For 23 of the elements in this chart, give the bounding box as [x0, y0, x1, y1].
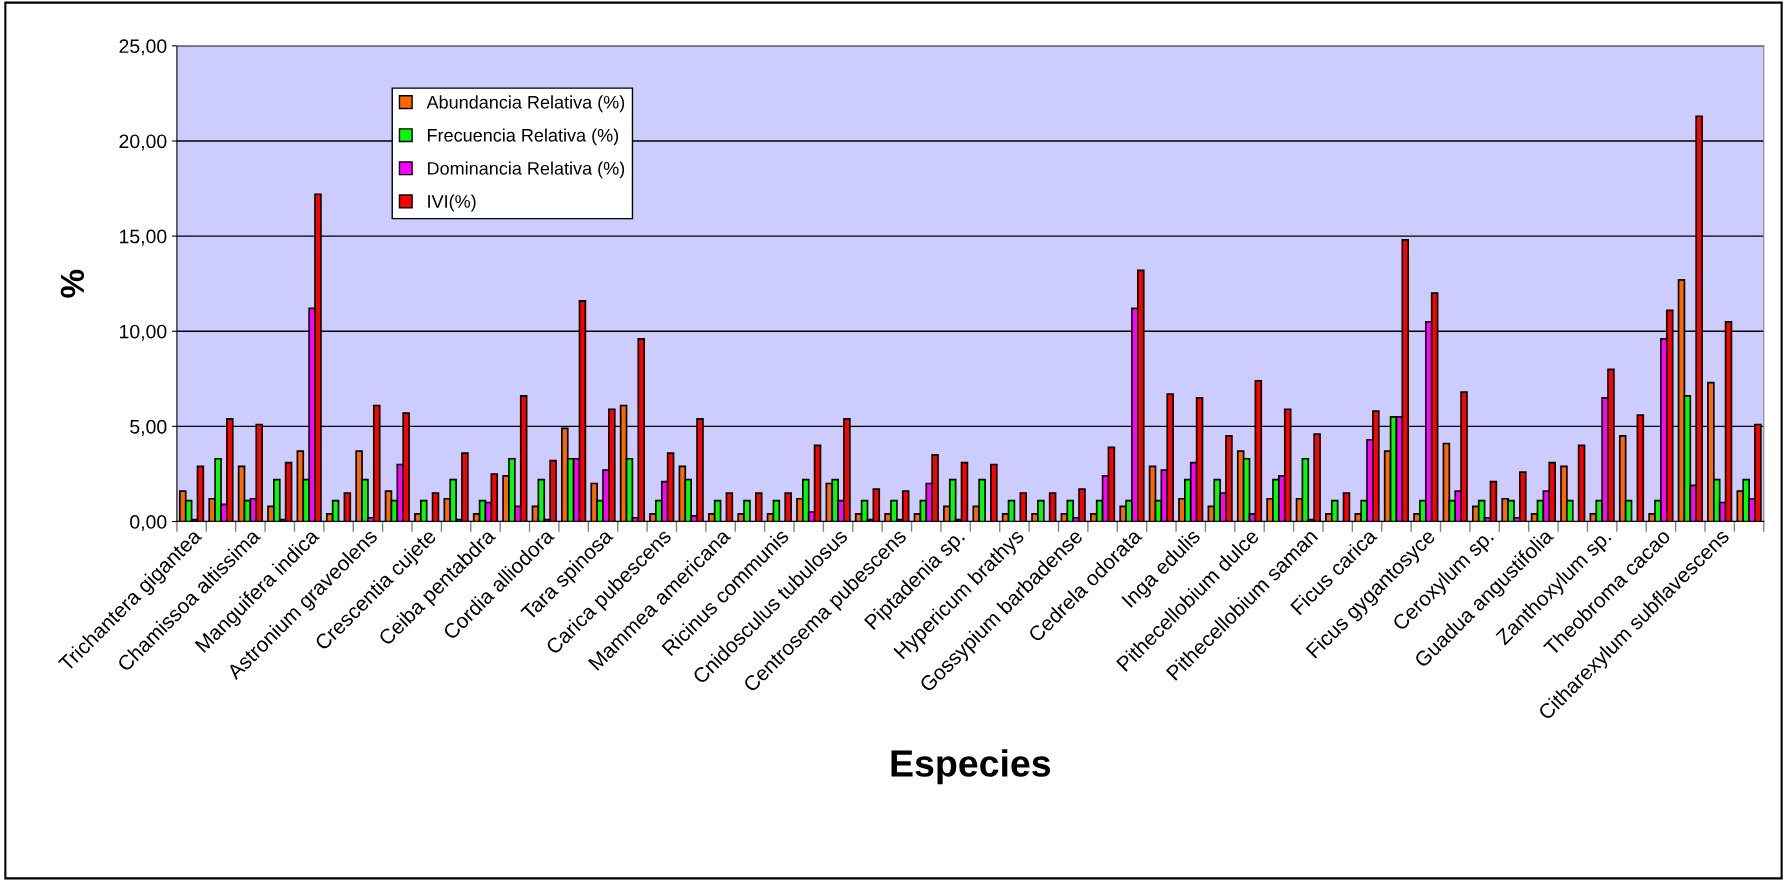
y-axis-title: %	[60, 269, 85, 298]
bar	[990, 463, 998, 522]
bar	[754, 492, 763, 522]
x-axis-title: Especies	[891, 749, 1051, 785]
bar	[1577, 444, 1586, 522]
y-tick-label: 5,00	[130, 419, 167, 436]
bar	[590, 482, 598, 522]
legend-label: IVI(%)	[428, 194, 476, 212]
y-tick-label: 20,00	[119, 134, 167, 151]
legend-label: Dominancia Relativa (%)	[428, 161, 625, 179]
bar	[431, 492, 440, 522]
y-tick-label: 15,00	[120, 229, 167, 246]
bar	[1019, 492, 1028, 522]
bar	[343, 492, 352, 522]
bar	[1342, 492, 1351, 522]
legend-label: Frecuencia Relativa (%)	[428, 128, 619, 146]
legend-label: Abundancia Relativa (%)	[426, 95, 625, 113]
bar	[1048, 492, 1057, 522]
bar	[784, 492, 792, 522]
y-tick-label: 25,00	[119, 39, 167, 56]
bar	[725, 492, 734, 522]
y-tick-label: 0,00	[130, 515, 167, 532]
y-tick-label: 10,00	[120, 324, 167, 341]
